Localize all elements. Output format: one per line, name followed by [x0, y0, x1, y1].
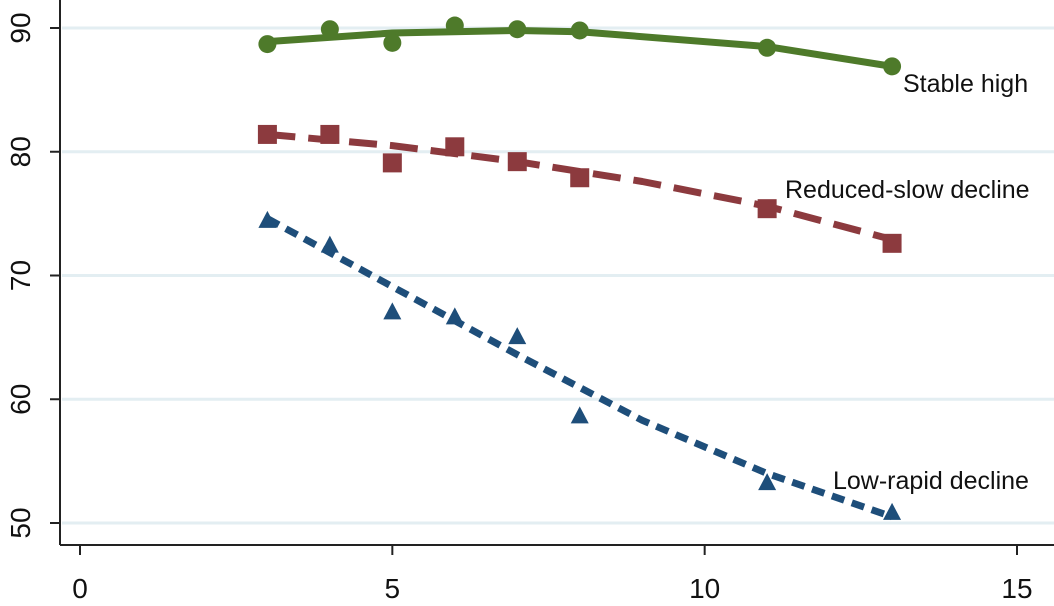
- x-tick-label: 10: [689, 573, 720, 604]
- data-point: [383, 33, 402, 52]
- data-point: [383, 302, 402, 320]
- y-tick-label: 50: [5, 507, 36, 538]
- data-point: [382, 153, 402, 173]
- y-tick-label: 60: [5, 384, 36, 415]
- data-point: [320, 20, 339, 39]
- series-reduced-slow-decline: [257, 124, 902, 253]
- data-point: [508, 327, 527, 345]
- data-point: [570, 406, 589, 424]
- axes: 50 60 70 80 90 0 5 10 15: [5, 0, 1054, 604]
- series-label: Stable high: [903, 70, 1028, 98]
- y-tick-label: 80: [5, 136, 36, 167]
- gridlines: [62, 26, 1054, 525]
- series-stable-high: [258, 16, 902, 76]
- data-point: [758, 473, 777, 491]
- data-point: [883, 502, 902, 520]
- series-low-rapid-decline: [258, 210, 902, 521]
- data-point: [445, 307, 464, 325]
- y-tick-label: 70: [5, 260, 36, 291]
- data-point: [508, 20, 527, 39]
- data-point: [882, 233, 902, 253]
- data-point: [757, 199, 777, 219]
- series-line: [265, 215, 894, 521]
- x-tick-label: 15: [1001, 573, 1032, 604]
- data-point: [758, 38, 777, 57]
- x-tick-label: 0: [72, 573, 88, 604]
- data-point: [257, 124, 277, 144]
- series-line: [267, 27, 893, 70]
- series-label: Low-rapid decline: [833, 467, 1029, 495]
- x-tick-label: 5: [385, 573, 401, 604]
- data-point: [320, 124, 340, 144]
- data-point: [258, 210, 277, 228]
- data-point: [570, 21, 589, 40]
- data-point: [570, 168, 590, 188]
- plot-area: [257, 16, 902, 521]
- data-point: [258, 35, 277, 54]
- data-point: [445, 137, 465, 157]
- data-point: [883, 57, 902, 76]
- series-labels: Stable high Reduced-slow decline Low-rapid…: [785, 70, 1030, 495]
- y-tick-label: 90: [5, 12, 36, 43]
- data-point: [445, 16, 464, 35]
- data-point: [320, 235, 339, 253]
- series-label: Reduced-slow decline: [785, 176, 1030, 204]
- data-point: [507, 152, 527, 172]
